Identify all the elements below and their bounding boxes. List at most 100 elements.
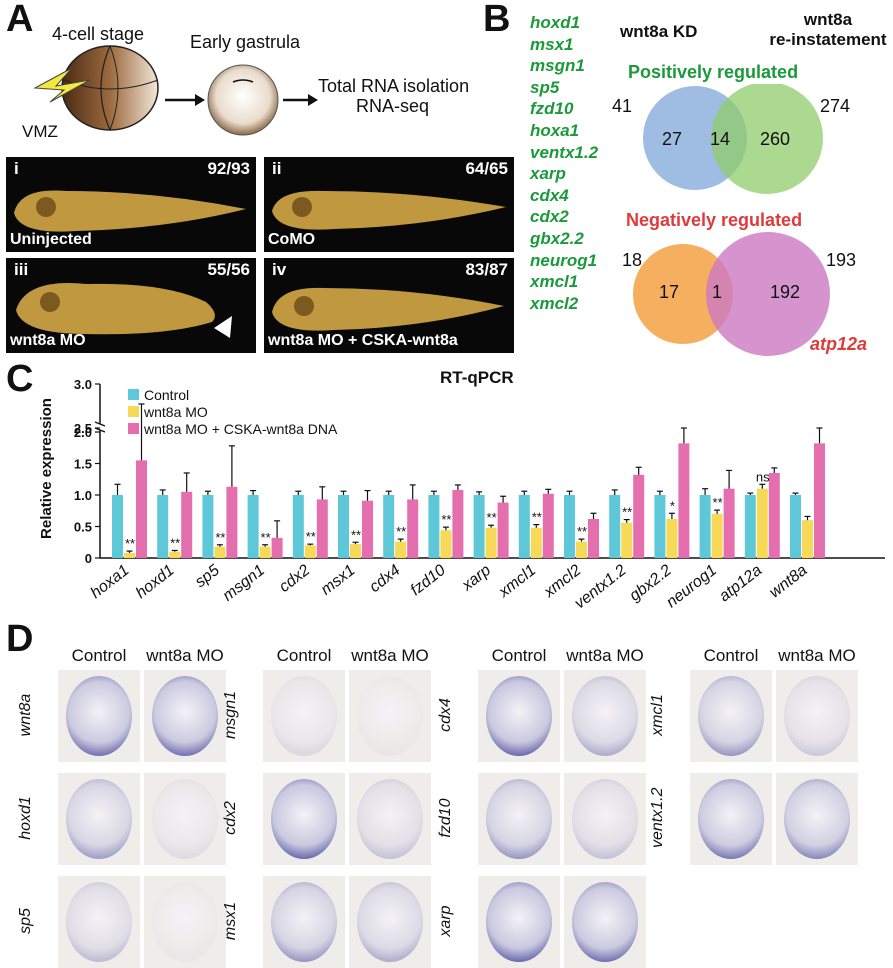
gene-list-item: xarp xyxy=(530,164,566,184)
y-tick-label: 1.5 xyxy=(74,457,92,472)
ish-image-control xyxy=(263,876,345,968)
embryo-stain xyxy=(152,676,218,756)
bar xyxy=(383,495,395,558)
chart-legend: Control wnt8a MO wnt8a MO + CSKA-wnt8a D… xyxy=(128,386,337,437)
gene-row-label: ventx1.2 xyxy=(649,787,666,848)
embryo-stain xyxy=(357,676,423,756)
significance-label: ** xyxy=(261,530,271,545)
gene-list-item: hoxa1 xyxy=(530,120,580,140)
bar xyxy=(790,495,801,558)
bar xyxy=(666,518,678,558)
neg-gene-label: atp12a xyxy=(810,334,868,354)
gene-list-item: xmcl2 xyxy=(530,293,579,313)
ish-image-mo xyxy=(349,773,431,865)
ish-image-mo xyxy=(564,876,646,968)
bar xyxy=(609,495,621,558)
venn-neg-right-total: 193 xyxy=(826,250,857,270)
bar xyxy=(428,495,440,558)
gene-list-item: msgn1 xyxy=(530,56,585,76)
panel-b-label: B xyxy=(483,0,511,40)
venn-negative xyxy=(633,232,830,356)
embryo-stain xyxy=(486,676,552,756)
bar xyxy=(181,491,193,558)
ish-image-control xyxy=(478,773,560,865)
embryo-stain xyxy=(152,779,218,859)
ish-image-control xyxy=(690,670,772,762)
column-header-control: Control xyxy=(703,646,759,665)
gene-list-item: neurog1 xyxy=(530,250,598,270)
gene-list-item: sp5 xyxy=(530,77,560,97)
ish-image-control xyxy=(58,876,140,968)
venn-neg-left-only: 17 xyxy=(659,282,680,302)
ish-image-control xyxy=(690,773,772,865)
embryo-stain xyxy=(271,676,337,756)
significance-label: ** xyxy=(577,524,587,539)
bar xyxy=(654,495,666,558)
gene-row-label: xarp xyxy=(437,905,454,937)
gastrula-embryo-icon xyxy=(207,64,279,136)
rt-qpcr-chart: 00.51.01.52.02.53.0**hoxa1**hoxd1**sp5**… xyxy=(74,380,885,612)
bar xyxy=(395,541,407,558)
embryo-stain xyxy=(66,676,132,756)
bar xyxy=(350,544,361,558)
significance-label: ns xyxy=(756,469,770,484)
ish-image-control xyxy=(478,670,560,762)
ish-image-control xyxy=(263,773,345,865)
bar xyxy=(247,495,259,558)
ish-image-mo xyxy=(776,773,858,865)
bar xyxy=(202,495,214,558)
bar xyxy=(440,530,452,558)
gene-row-label: msx1 xyxy=(222,901,239,941)
bar xyxy=(407,499,419,558)
embryo-stain xyxy=(784,676,850,756)
bar xyxy=(564,495,575,558)
ish-image-mo xyxy=(349,876,431,968)
arrow-icon-2 xyxy=(283,94,318,106)
venn-pos-right-total: 274 xyxy=(820,96,851,116)
bar xyxy=(292,495,304,558)
column-header-mo: wnt8a MO xyxy=(146,646,224,665)
embryo-stain xyxy=(271,779,337,859)
bar xyxy=(226,486,238,558)
gene-list-item: cdx2 xyxy=(530,207,569,227)
embryo-stain xyxy=(572,779,638,859)
ish-image-mo xyxy=(144,670,226,762)
bar xyxy=(316,499,328,558)
column-header-mo: wnt8a MO xyxy=(351,646,429,665)
bar xyxy=(136,460,147,558)
venn-circle-reinstatement xyxy=(711,84,823,194)
legend-swatch-mo xyxy=(128,406,139,417)
embryo-stain xyxy=(698,779,764,859)
bar xyxy=(756,488,768,558)
bar xyxy=(452,489,464,558)
arrow-icon xyxy=(165,94,205,106)
significance-label: ** xyxy=(170,535,180,550)
gene-row-label: hoxd1 xyxy=(17,796,34,840)
bar xyxy=(112,495,123,558)
y-tick-label: 0 xyxy=(85,551,92,566)
embryo-stain xyxy=(152,882,218,962)
embryo-panel-i: i 92/93 Uninjected xyxy=(6,157,256,252)
column-header-control: Control xyxy=(491,646,547,665)
column-header-control: Control xyxy=(71,646,127,665)
legend-swatch-rescue xyxy=(128,423,139,434)
gene-row-label: fzd10 xyxy=(437,798,454,838)
legend-control: Control xyxy=(144,386,190,403)
gene-list-item: msx1 xyxy=(530,34,574,54)
y-tick-label: 2.5 xyxy=(74,421,92,436)
gene-row-label: wnt8a xyxy=(17,693,34,737)
bar xyxy=(744,495,756,558)
legend-swatch-control xyxy=(128,389,139,400)
venn-col-2-header-1: wnt8a xyxy=(803,10,853,29)
significance-label: ** xyxy=(713,495,723,510)
venn-positive xyxy=(643,84,823,194)
venn-pos-right-only: 260 xyxy=(760,129,791,149)
bar xyxy=(362,500,373,558)
column-header-control: Control xyxy=(276,646,332,665)
bar xyxy=(621,522,633,558)
embryo-panel-iii: iii 55/56 wnt8a MO xyxy=(6,258,256,353)
bar xyxy=(497,502,509,558)
bar xyxy=(124,552,135,558)
chart-title: RT-qPCR xyxy=(440,368,514,387)
bar xyxy=(518,495,530,558)
